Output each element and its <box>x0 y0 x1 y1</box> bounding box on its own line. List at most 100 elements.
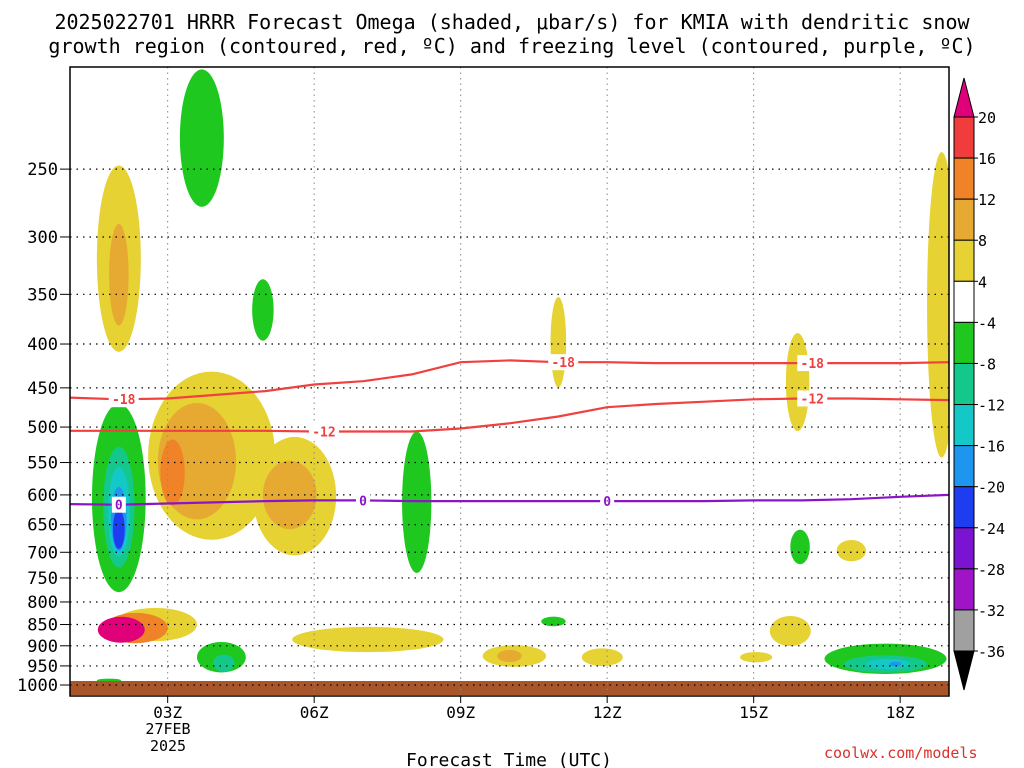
contour-label: -18 <box>112 393 136 408</box>
colorbar-box <box>953 445 975 488</box>
omega-region <box>497 649 522 663</box>
colorbar-box <box>953 239 975 282</box>
colorbar-box <box>953 404 975 447</box>
y-tick-label: 1000 <box>17 676 58 696</box>
omega-region <box>213 654 235 672</box>
colorbar-label: -36 <box>978 643 1005 661</box>
colorbar-box <box>953 116 975 159</box>
y-axis: 2503003504004505005506006507007508008509… <box>17 160 70 696</box>
colorbar-label: 4 <box>978 273 987 291</box>
y-tick-label: 450 <box>27 379 58 399</box>
colorbar-box <box>953 280 975 323</box>
omega-region <box>160 439 185 506</box>
contour-label-bg <box>600 493 615 510</box>
y-tick-label: 600 <box>27 486 58 506</box>
contour-label: -12 <box>801 392 824 407</box>
y-tick-label: 950 <box>27 657 58 677</box>
colorbar-label: -16 <box>978 438 1005 456</box>
contour-label: 0 <box>603 495 611 510</box>
x-tick-label: 15Z <box>739 703 768 722</box>
colorbar-label: -4 <box>978 314 996 332</box>
colorbar-box <box>953 362 975 406</box>
date-label-day: 27FEB <box>145 720 190 738</box>
omega-region <box>179 69 224 207</box>
omega-region <box>836 539 866 562</box>
contour-label-bg <box>108 391 139 408</box>
x-tick-label: 09Z <box>446 703 475 722</box>
colorbar-label: -20 <box>978 479 1005 497</box>
omega-region <box>785 333 810 432</box>
y-tick-label: 300 <box>27 228 58 248</box>
colorbar-box <box>953 527 975 570</box>
omega-region <box>252 279 274 341</box>
contour-label-bg <box>797 355 828 372</box>
colorbar-box <box>953 157 975 200</box>
colorbar-box <box>953 321 975 364</box>
y-tick-label: 500 <box>27 418 58 438</box>
omega-region <box>581 648 623 667</box>
contour-label-bg <box>356 492 370 509</box>
y-tick-label: 650 <box>27 516 58 536</box>
colorbar-bottom-arrow <box>953 650 975 691</box>
colorbar-box <box>953 486 975 529</box>
colorbar-label: -32 <box>978 602 1005 620</box>
x-tick-label: 03Z <box>153 703 182 722</box>
y-tick-label: 550 <box>27 454 58 474</box>
x-tick-label: 06Z <box>300 703 329 722</box>
omega-region <box>97 616 145 643</box>
colorbar-box <box>953 568 975 611</box>
y-tick-label: 850 <box>27 616 58 636</box>
omega-region <box>541 616 566 627</box>
omega-region <box>112 509 125 550</box>
omega-region <box>292 626 444 653</box>
y-tick-label: 250 <box>27 160 58 180</box>
colorbar-label: 8 <box>978 232 987 250</box>
omega-region <box>769 615 811 647</box>
ground-surface <box>70 681 949 695</box>
colorbar-label: -28 <box>978 561 1005 579</box>
colorbar-label: -24 <box>978 520 1005 538</box>
omega-region <box>889 661 902 667</box>
y-tick-label: 400 <box>27 335 58 355</box>
contour-label-bg <box>308 423 339 440</box>
omega-region <box>790 529 810 565</box>
y-tick-label: 900 <box>27 637 58 657</box>
watermark: coolwx.com/models <box>824 744 978 762</box>
x-tick-label: 18Z <box>886 703 915 722</box>
plot-frame <box>69 66 950 697</box>
contour-label-bg <box>548 354 579 371</box>
colorbar-box <box>953 609 975 652</box>
y-tick-label: 700 <box>27 543 58 563</box>
contour-label: -12 <box>312 426 335 441</box>
omega-region <box>927 152 949 458</box>
contour-label-bg <box>111 496 126 513</box>
omega-shading <box>91 69 949 683</box>
colorbar-label: -12 <box>978 397 1005 415</box>
contour-line <box>70 493 949 506</box>
colorbar-label: 12 <box>978 191 996 209</box>
omega-region <box>550 297 567 388</box>
colorbar-label: 20 <box>978 109 996 127</box>
x-axis: 03Z 06Z 09Z 12Z 15Z 18Z <box>153 696 915 722</box>
y-tick-label: 750 <box>27 569 58 589</box>
omega-region <box>739 651 773 663</box>
colorbar-label: -8 <box>978 355 996 373</box>
contour-label: -18 <box>801 357 825 372</box>
chart-title-line2: growth region (contoured, red, ºC) and f… <box>48 34 976 58</box>
temperature-contours: -18 -18 -18 -12 -12 0 0 0 <box>70 354 949 514</box>
contour-label: -18 <box>551 356 575 371</box>
grid-lines <box>70 67 949 696</box>
contour-label-bg <box>797 390 828 407</box>
omega-region <box>865 658 910 670</box>
y-tick-label: 800 <box>27 593 58 613</box>
colorbar-box <box>953 198 975 241</box>
colorbar-legend: 20 16 12 8 4 -4 -8 -12 -16 -20 -24 -28 -32 -36 <box>953 77 1005 691</box>
omega-region <box>109 223 129 326</box>
x-tick-label: 12Z <box>593 703 622 722</box>
colorbar-top-arrow <box>953 77 975 118</box>
colorbar-label: 16 <box>978 150 996 168</box>
contour-label: 0 <box>359 494 367 509</box>
omega-region <box>262 460 317 530</box>
contour-label: 0 <box>115 499 123 514</box>
